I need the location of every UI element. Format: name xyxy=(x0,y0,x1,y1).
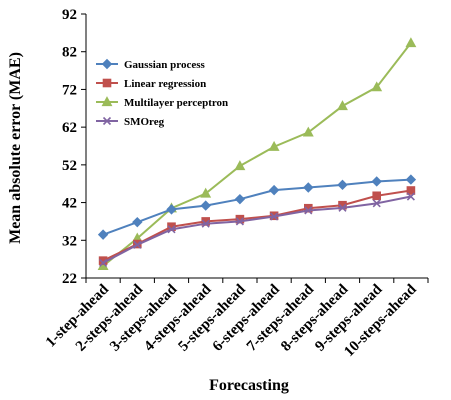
y-tick-label: 32 xyxy=(62,233,77,249)
x-axis-title: Forecasting xyxy=(209,377,289,394)
data-point-smoreg xyxy=(167,225,176,234)
data-point-multilayer-perceptron xyxy=(371,81,383,92)
series-smoreg xyxy=(99,192,415,267)
series-linear-regression xyxy=(98,186,416,265)
data-point-multilayer-perceptron xyxy=(268,140,280,151)
legend-item-gaussian-process: Gaussian process xyxy=(96,58,206,71)
legend-label: Gaussian process xyxy=(124,59,206,71)
x-axis: 1-step-ahead2-steps-ahead3-steps-ahead4-… xyxy=(43,277,429,360)
data-point-gaussian-process xyxy=(405,174,417,185)
data-point-gaussian-process xyxy=(97,229,109,240)
data-point-linear-regression xyxy=(338,200,347,210)
data-point-smoreg xyxy=(133,240,142,249)
legend-item-linear-regression: Linear regression xyxy=(96,78,206,90)
data-point-linear-regression xyxy=(235,214,245,224)
data-point-multilayer-perceptron xyxy=(200,187,212,198)
data-point-linear-regression xyxy=(304,203,313,213)
legend-swatch-marker xyxy=(102,116,112,126)
legend-swatch-marker xyxy=(101,58,113,70)
series-line-multilayer-perceptron xyxy=(102,42,412,267)
data-point-smoreg xyxy=(304,206,313,215)
data-point-smoreg xyxy=(201,219,210,228)
legend-swatch-marker xyxy=(102,78,112,88)
legend-item-smoreg: SMOreg xyxy=(96,116,165,128)
data-point-smoreg xyxy=(99,258,108,267)
data-point-smoreg xyxy=(406,192,415,201)
series-multilayer-perceptron xyxy=(97,37,417,271)
y-tick-label: 62 xyxy=(62,120,77,136)
series-line-smoreg xyxy=(102,195,412,264)
legend-label: Multilayer perceptron xyxy=(124,97,228,109)
data-point-smoreg xyxy=(270,212,279,221)
legend-label: Linear regression xyxy=(124,78,206,90)
data-point-multilayer-perceptron xyxy=(302,126,314,137)
data-point-linear-regression xyxy=(406,186,416,195)
y-tick-label: 52 xyxy=(62,158,77,174)
data-point-gaussian-process xyxy=(132,216,143,228)
data-point-gaussian-process xyxy=(268,184,280,196)
data-point-gaussian-process xyxy=(303,182,314,193)
data-point-multilayer-perceptron xyxy=(405,37,417,48)
y-tick-label: 22 xyxy=(62,271,77,287)
data-point-multilayer-perceptron xyxy=(337,100,348,111)
data-point-gaussian-process xyxy=(371,176,382,187)
legend-label: SMOreg xyxy=(124,116,165,128)
data-point-gaussian-process xyxy=(337,179,348,191)
y-tick-label: 82 xyxy=(62,45,77,61)
data-point-smoreg xyxy=(338,203,347,212)
series-gaussian-process xyxy=(97,174,417,240)
data-point-smoreg xyxy=(372,199,381,208)
y-axis: 22 32 42 52 62 72 82 92 xyxy=(62,7,87,287)
series-line-gaussian-process xyxy=(102,178,411,236)
series-line-linear-regression xyxy=(102,189,412,262)
data-point-gaussian-process xyxy=(166,204,177,215)
y-tick-label: 42 xyxy=(62,196,77,212)
data-point-gaussian-process xyxy=(200,200,211,211)
data-point-linear-regression xyxy=(201,217,210,226)
data-point-smoreg xyxy=(235,217,244,226)
data-point-linear-regression xyxy=(167,222,176,232)
y-tick-label: 72 xyxy=(62,82,77,98)
y-axis-title: Mean absolute error (MAE) xyxy=(7,52,24,244)
legend: Gaussian process Linear regression Multila… xyxy=(96,58,228,128)
y-tick-label: 92 xyxy=(62,7,77,23)
series-layer xyxy=(97,37,417,271)
data-point-multilayer-perceptron xyxy=(234,160,246,171)
legend-swatch-marker xyxy=(101,96,113,107)
data-point-gaussian-process xyxy=(234,193,246,205)
legend-item-multilayer-perceptron: Multilayer perceptron xyxy=(96,96,228,109)
data-point-linear-regression xyxy=(372,191,381,201)
